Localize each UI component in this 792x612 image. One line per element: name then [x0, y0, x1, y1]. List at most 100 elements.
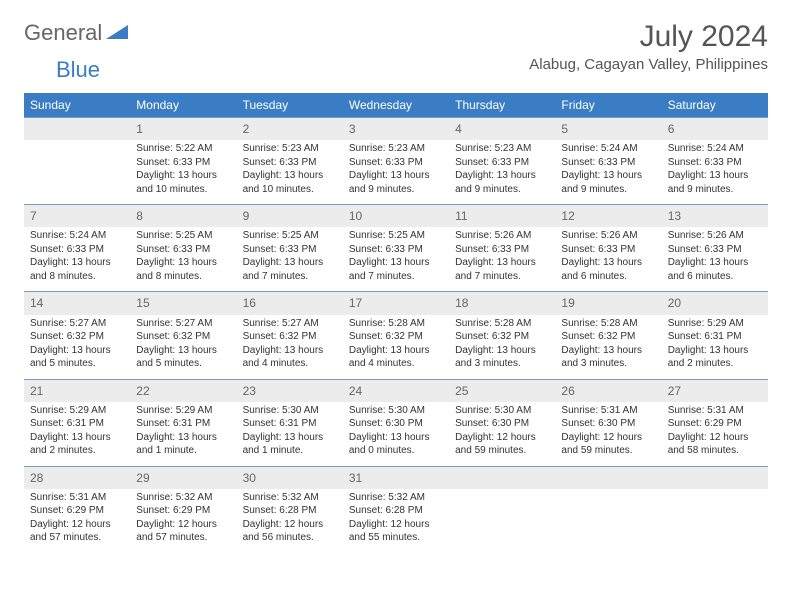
- sunset-text: Sunset: 6:33 PM: [243, 243, 337, 257]
- day-cell: Sunrise: 5:31 AMSunset: 6:30 PMDaylight:…: [555, 402, 661, 467]
- day-cell: [555, 489, 661, 553]
- day-cell: Sunrise: 5:28 AMSunset: 6:32 PMDaylight:…: [555, 315, 661, 380]
- calendar-header-row: SundayMondayTuesdayWednesdayThursdayFrid…: [24, 93, 768, 118]
- daylight-text-1: Daylight: 13 hours: [243, 169, 337, 183]
- sunset-text: Sunset: 6:33 PM: [561, 156, 655, 170]
- detail-row: Sunrise: 5:22 AMSunset: 6:33 PMDaylight:…: [24, 140, 768, 205]
- day-header: Monday: [130, 93, 236, 118]
- daylight-text-2: and 3 minutes.: [561, 357, 655, 371]
- daylight-text-2: and 8 minutes.: [30, 270, 124, 284]
- sunset-text: Sunset: 6:33 PM: [455, 156, 549, 170]
- day-number: 20: [662, 292, 768, 315]
- sunrise-text: Sunrise: 5:29 AM: [30, 404, 124, 418]
- daylight-text-1: Daylight: 13 hours: [136, 169, 230, 183]
- day-cell: Sunrise: 5:31 AMSunset: 6:29 PMDaylight:…: [24, 489, 130, 553]
- daylight-text-2: and 59 minutes.: [455, 444, 549, 458]
- daylight-text-2: and 5 minutes.: [136, 357, 230, 371]
- day-header: Sunday: [24, 93, 130, 118]
- day-number: 29: [130, 466, 236, 489]
- sunrise-text: Sunrise: 5:26 AM: [455, 229, 549, 243]
- day-cell: Sunrise: 5:24 AMSunset: 6:33 PMDaylight:…: [555, 140, 661, 205]
- day-number: 22: [130, 379, 236, 402]
- daylight-text-1: Daylight: 13 hours: [30, 344, 124, 358]
- day-number: 30: [237, 466, 343, 489]
- sunset-text: Sunset: 6:32 PM: [561, 330, 655, 344]
- daylight-text-2: and 9 minutes.: [668, 183, 762, 197]
- daylight-text-2: and 3 minutes.: [455, 357, 549, 371]
- day-number: 10: [343, 205, 449, 228]
- day-number: 21: [24, 379, 130, 402]
- sunrise-text: Sunrise: 5:31 AM: [668, 404, 762, 418]
- daylight-text-2: and 10 minutes.: [136, 183, 230, 197]
- day-number: 26: [555, 379, 661, 402]
- day-cell: Sunrise: 5:25 AMSunset: 6:33 PMDaylight:…: [237, 227, 343, 292]
- sunrise-text: Sunrise: 5:23 AM: [455, 142, 549, 156]
- daylight-text-2: and 57 minutes.: [30, 531, 124, 545]
- daylight-text-2: and 4 minutes.: [349, 357, 443, 371]
- day-number: 14: [24, 292, 130, 315]
- day-cell: Sunrise: 5:27 AMSunset: 6:32 PMDaylight:…: [130, 315, 236, 380]
- daylight-text-1: Daylight: 12 hours: [136, 518, 230, 532]
- daylight-text-1: Daylight: 13 hours: [243, 431, 337, 445]
- day-cell: Sunrise: 5:32 AMSunset: 6:29 PMDaylight:…: [130, 489, 236, 553]
- day-number: 27: [662, 379, 768, 402]
- sunrise-text: Sunrise: 5:29 AM: [136, 404, 230, 418]
- sunset-text: Sunset: 6:32 PM: [136, 330, 230, 344]
- daylight-text-1: Daylight: 13 hours: [243, 256, 337, 270]
- day-cell: Sunrise: 5:30 AMSunset: 6:30 PMDaylight:…: [449, 402, 555, 467]
- day-number: 13: [662, 205, 768, 228]
- sunset-text: Sunset: 6:31 PM: [668, 330, 762, 344]
- sunset-text: Sunset: 6:30 PM: [561, 417, 655, 431]
- detail-row: Sunrise: 5:29 AMSunset: 6:31 PMDaylight:…: [24, 402, 768, 467]
- sunset-text: Sunset: 6:29 PM: [136, 504, 230, 518]
- day-number: 15: [130, 292, 236, 315]
- daylight-text-2: and 6 minutes.: [668, 270, 762, 284]
- daylight-text-2: and 0 minutes.: [349, 444, 443, 458]
- day-cell: Sunrise: 5:26 AMSunset: 6:33 PMDaylight:…: [555, 227, 661, 292]
- sunrise-text: Sunrise: 5:23 AM: [243, 142, 337, 156]
- daylight-text-1: Daylight: 12 hours: [561, 431, 655, 445]
- day-header: Tuesday: [237, 93, 343, 118]
- day-cell: Sunrise: 5:30 AMSunset: 6:31 PMDaylight:…: [237, 402, 343, 467]
- sunset-text: Sunset: 6:33 PM: [668, 156, 762, 170]
- daynum-row: 14151617181920: [24, 292, 768, 315]
- daynum-row: 78910111213: [24, 205, 768, 228]
- sunset-text: Sunset: 6:33 PM: [136, 156, 230, 170]
- sunrise-text: Sunrise: 5:25 AM: [349, 229, 443, 243]
- sunrise-text: Sunrise: 5:26 AM: [561, 229, 655, 243]
- day-cell: Sunrise: 5:29 AMSunset: 6:31 PMDaylight:…: [24, 402, 130, 467]
- day-header: Wednesday: [343, 93, 449, 118]
- day-number: 5: [555, 118, 661, 141]
- daylight-text-1: Daylight: 13 hours: [561, 344, 655, 358]
- sunset-text: Sunset: 6:32 PM: [349, 330, 443, 344]
- daylight-text-2: and 7 minutes.: [455, 270, 549, 284]
- detail-row: Sunrise: 5:24 AMSunset: 6:33 PMDaylight:…: [24, 227, 768, 292]
- day-cell: [449, 489, 555, 553]
- sunset-text: Sunset: 6:30 PM: [455, 417, 549, 431]
- sunset-text: Sunset: 6:33 PM: [561, 243, 655, 257]
- day-number: 18: [449, 292, 555, 315]
- daylight-text-2: and 7 minutes.: [349, 270, 443, 284]
- day-cell: Sunrise: 5:26 AMSunset: 6:33 PMDaylight:…: [662, 227, 768, 292]
- daylight-text-1: Daylight: 13 hours: [668, 169, 762, 183]
- sunset-text: Sunset: 6:33 PM: [349, 243, 443, 257]
- day-number: 2: [237, 118, 343, 141]
- sunrise-text: Sunrise: 5:32 AM: [243, 491, 337, 505]
- calendar-table: SundayMondayTuesdayWednesdayThursdayFrid…: [24, 93, 768, 553]
- daylight-text-1: Daylight: 13 hours: [136, 256, 230, 270]
- day-number: 16: [237, 292, 343, 315]
- daylight-text-1: Daylight: 13 hours: [455, 169, 549, 183]
- day-number: 7: [24, 205, 130, 228]
- sunrise-text: Sunrise: 5:28 AM: [349, 317, 443, 331]
- day-number: 17: [343, 292, 449, 315]
- sunset-text: Sunset: 6:28 PM: [243, 504, 337, 518]
- daylight-text-2: and 57 minutes.: [136, 531, 230, 545]
- location: Alabug, Cagayan Valley, Philippines: [529, 56, 768, 73]
- day-cell: [24, 140, 130, 205]
- day-number: 3: [343, 118, 449, 141]
- sunset-text: Sunset: 6:31 PM: [243, 417, 337, 431]
- day-cell: Sunrise: 5:30 AMSunset: 6:30 PMDaylight:…: [343, 402, 449, 467]
- day-number: [24, 118, 130, 141]
- sunrise-text: Sunrise: 5:24 AM: [561, 142, 655, 156]
- daylight-text-2: and 59 minutes.: [561, 444, 655, 458]
